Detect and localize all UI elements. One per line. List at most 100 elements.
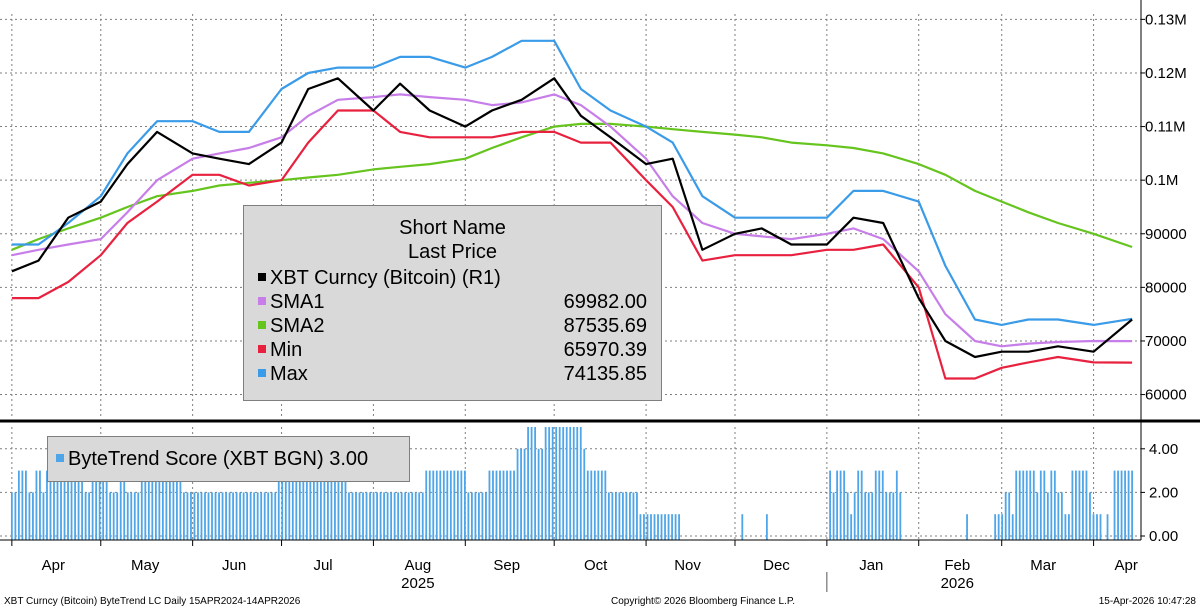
year-tick-label: 2025 (401, 575, 434, 592)
score-bar (572, 427, 575, 540)
score-bar (330, 470, 333, 540)
score-bar (81, 470, 83, 540)
score-bar (558, 427, 561, 540)
score-bar (274, 492, 277, 540)
score-bar (541, 448, 544, 540)
price-axis-tick-label: 90000 (1145, 226, 1187, 243)
score-bar (183, 492, 185, 540)
score-bar (242, 492, 245, 540)
score-bar (414, 492, 417, 540)
score-bar (667, 514, 670, 540)
score-bar (643, 514, 645, 540)
score-bar (1029, 470, 1032, 540)
score-bar (421, 492, 424, 540)
score-bar (88, 492, 91, 540)
score-bar (836, 470, 839, 540)
score-bar (1127, 470, 1130, 540)
score-bar (467, 492, 470, 540)
score-bar (1085, 470, 1088, 540)
score-bar (1092, 514, 1095, 540)
score-bar (133, 492, 136, 540)
legend-swatch-max (258, 368, 266, 377)
score-bar (495, 470, 498, 540)
score-bar (309, 470, 312, 540)
score-bar (678, 514, 680, 540)
footer-copyright-text: Copyright© 2026 Bloomberg Finance L.P. (611, 596, 795, 607)
legend-swatch-min (258, 344, 266, 353)
score-bar (463, 470, 466, 540)
score-bar (1025, 470, 1028, 540)
score-bar (618, 492, 621, 540)
score-bar (565, 427, 568, 540)
score-bar (263, 492, 266, 540)
score-bar (492, 470, 494, 540)
score-bar (614, 492, 617, 540)
score-bar (741, 514, 744, 540)
score-bar (154, 448, 157, 540)
score-bar (1075, 470, 1077, 540)
score-bar (881, 470, 884, 540)
series-line-xbt (11, 77, 1133, 359)
score-bar (646, 514, 649, 540)
score-bar (860, 470, 863, 540)
series-line-max (11, 39, 1133, 326)
bytetrend-score-bars (10, 427, 1134, 540)
legend-swatch-sma1 (258, 296, 266, 305)
score-bar (1008, 492, 1011, 540)
legend-header-last-price: Last Price (408, 241, 497, 263)
score-bar (140, 470, 143, 540)
score-axis-tick-label: 4.00 (1149, 441, 1178, 458)
bytetrend-legend-label: ByteTrend Score (XBT BGN) 3.00 (68, 448, 369, 470)
score-bar (337, 470, 340, 540)
score-bar (481, 492, 484, 540)
score-bar (513, 470, 515, 540)
score-bar (657, 514, 659, 540)
score-bar (207, 492, 210, 540)
legend-swatch-sma2 (258, 320, 266, 329)
score-bar (846, 492, 849, 540)
score-bar (537, 448, 540, 540)
score-bar (534, 427, 537, 540)
score-bar (997, 514, 1000, 540)
month-tick-label: Apr (42, 557, 65, 574)
score-bar (14, 492, 17, 540)
score-bar (1082, 470, 1084, 540)
score-bar (636, 492, 638, 540)
score-bar (850, 514, 853, 540)
price-series-lines (11, 39, 1133, 380)
score-bar (527, 427, 529, 540)
score-bar (1022, 470, 1025, 540)
score-bar (994, 514, 997, 540)
score-bar (411, 492, 414, 540)
month-tick-label: Jun (222, 557, 246, 574)
score-bar (470, 492, 473, 540)
score-bar (506, 470, 508, 540)
score-bar (1046, 492, 1049, 540)
score-bar (1064, 514, 1067, 540)
score-bar (456, 470, 459, 540)
score-bar (622, 492, 624, 540)
score-bar (84, 492, 87, 540)
score-bar (660, 514, 663, 540)
score-bar (1050, 470, 1053, 540)
footer-timestamp-text: 15-Apr-2026 10:47:28 (1099, 596, 1197, 607)
score-bar (674, 514, 677, 540)
score-bar (56, 470, 59, 540)
score-bar (650, 514, 652, 540)
score-bar (439, 470, 442, 540)
score-bar (102, 470, 105, 540)
score-bar (151, 470, 154, 540)
month-tick-label: Jul (313, 557, 332, 574)
score-bar (232, 492, 234, 540)
legend-label-sma1: SMA1 (270, 291, 325, 313)
score-bar (53, 470, 55, 540)
score-bar (312, 470, 315, 540)
score-bar (355, 492, 357, 540)
score-bar (214, 492, 217, 540)
score-bar (474, 492, 477, 540)
month-tick-label: Feb (944, 557, 970, 574)
score-bar (348, 492, 350, 540)
score-bar (1032, 470, 1035, 540)
score-bar (857, 470, 860, 540)
